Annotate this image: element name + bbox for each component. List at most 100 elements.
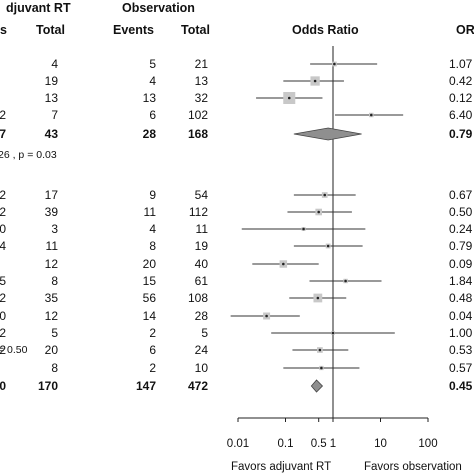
odds-ratio-value: 0.50 (449, 205, 473, 219)
subgroup2-heterogeneity: = 0.50 (0, 344, 28, 356)
observation-total-cell: 40 (195, 257, 209, 271)
adjuvant-total-cell: 11 (46, 239, 59, 253)
observation-total-cell: 19 (195, 239, 209, 253)
study-point-estimate (344, 279, 347, 283)
adjuvant-total-cell: 8 (51, 274, 58, 288)
table-row: 4 11 8 19 0.79 (0, 239, 473, 253)
table-row: 12 20 40 0.09 (45, 257, 473, 271)
observation-total-cell: 13 (195, 74, 209, 88)
favors-left-label: Favors adjuvant RT (231, 461, 331, 473)
odds-ratio-value: 0.53 (449, 343, 473, 357)
adjuvant-total-cell: 4 (51, 57, 58, 71)
odds-ratio-value: 0.04 (449, 309, 473, 323)
study-point-estimate (287, 96, 291, 100)
adjuvant-total-cell: 7 (51, 108, 58, 122)
observation-events-cell: 6 (149, 343, 156, 357)
table-row: 2 7 6 102 6.40 (0, 108, 473, 122)
pooled-diamond (293, 127, 362, 141)
adjuvant-events-cell: 2 (0, 326, 6, 340)
observation-total-cell: 112 (189, 205, 208, 219)
adjuvant-total-cell: 12 (45, 309, 59, 323)
observation-total-cell: 10 (195, 361, 209, 375)
table-row: 4 5 21 1.07 (51, 57, 472, 71)
or-header: OR (456, 23, 474, 37)
table-row: 5 8 15 61 1.84 (0, 274, 473, 288)
adjuvant-total-cell: 3 (51, 222, 58, 236)
odds-ratio-value: 1.07 (449, 57, 473, 71)
table-row: 19 4 13 0.42 (45, 74, 473, 88)
adjuvant-total-header: Total (36, 23, 65, 37)
x-axis-tick-label: 0.01 (227, 438, 249, 450)
adjuvant-total-cell: 39 (45, 205, 59, 219)
table-row: 2 20 6 24 0.53 (0, 343, 473, 357)
study-point-estimate (326, 244, 330, 248)
observation-total-cell: 24 (195, 343, 209, 357)
odds-ratio-value: 0.42 (449, 74, 473, 88)
observation-events-cell: 147 (136, 379, 156, 393)
adjuvant-total-cell: 20 (45, 343, 59, 357)
table-row: 0 12 14 28 0.04 (0, 309, 473, 323)
adjuvant-events-cell: 2 (0, 291, 6, 305)
favors-right-label: Favors observation (364, 461, 462, 473)
observation-total-cell: 61 (195, 274, 209, 288)
observation-total-cell: 108 (188, 291, 208, 305)
table-row: 13 13 32 0.12 (45, 91, 473, 105)
odds-ratio-value: 0.79 (449, 127, 473, 141)
observation-total-cell: 472 (188, 379, 208, 393)
x-axis-tick-label: 10 (374, 438, 387, 450)
adjuvant-events-cell: 2 (0, 108, 6, 122)
observation-events-cell: 8 (149, 239, 156, 253)
observation-total-cell: 54 (195, 188, 209, 202)
study-point-estimate (302, 227, 305, 231)
adjuvant-events-cell: 5 (0, 274, 6, 288)
table-row: 2 5 2 5 1.00 (0, 326, 473, 340)
pooled-row: 7 43 28 168 0.79 (0, 127, 473, 141)
observation-total-cell: 11 (196, 222, 209, 236)
observation-events-cell: 13 (143, 91, 157, 105)
study-point-estimate (333, 62, 336, 66)
odds-ratio-value: 0.45 (449, 379, 473, 393)
adjuvant-total-cell: 19 (45, 74, 59, 88)
observation-events-cell: 28 (143, 127, 157, 141)
observation-events-cell: 11 (144, 205, 157, 219)
study-point-estimate (369, 113, 373, 117)
adjuvant-total-cell: 170 (38, 379, 58, 393)
study-point-estimate (320, 366, 323, 370)
table-row: 0 3 4 11 0.24 (0, 222, 473, 236)
table-row: 8 2 10 0.57 (51, 361, 472, 375)
odds-ratio-value: 0.48 (449, 291, 473, 305)
odds-ratio-value: 0.79 (449, 239, 473, 253)
study-point-estimate (318, 348, 322, 352)
study-point-estimate (316, 296, 320, 300)
observation-events-cell: 14 (143, 309, 157, 323)
adjuvant-events-cell: 2 (0, 205, 6, 219)
study-point-estimate (323, 193, 327, 197)
adjuvant-total-cell: 17 (45, 188, 59, 202)
observation-total-cell: 102 (188, 108, 208, 122)
observation-events-cell: 5 (149, 57, 156, 71)
adjuvant-total-cell: 43 (45, 127, 59, 141)
subgroup1-heterogeneity: 26 , p = 0.03 (0, 149, 57, 161)
observation-events-cell: 6 (149, 108, 156, 122)
adjuvant-events-cell: 0 (0, 309, 6, 323)
odds-ratio-header: Odds Ratio (292, 23, 359, 37)
observation-total-header: Total (181, 23, 210, 37)
x-axis-tick-label: 0.1 (278, 438, 294, 450)
x-axis-tick-label: 100 (418, 438, 437, 450)
adjuvant-events-cell: 2 (0, 188, 6, 202)
study-point-estimate (317, 210, 321, 214)
adjuvant-total-cell: 12 (45, 257, 59, 271)
adjuvant-events-cell: 7 (0, 127, 6, 141)
adjuvant-events-cell: 4 (0, 239, 6, 253)
observation-total-cell: 5 (201, 326, 208, 340)
adjuvant-total-cell: 8 (51, 361, 58, 375)
adjuvant-events-header: s (0, 23, 7, 37)
odds-ratio-value: 0.57 (449, 361, 473, 375)
observation-events-cell: 2 (149, 326, 156, 340)
observation-events-cell: 56 (143, 291, 157, 305)
adjuvant-total-cell: 35 (45, 291, 59, 305)
odds-ratio-value: 6.40 (449, 108, 473, 122)
observation-events-cell: 9 (149, 188, 156, 202)
